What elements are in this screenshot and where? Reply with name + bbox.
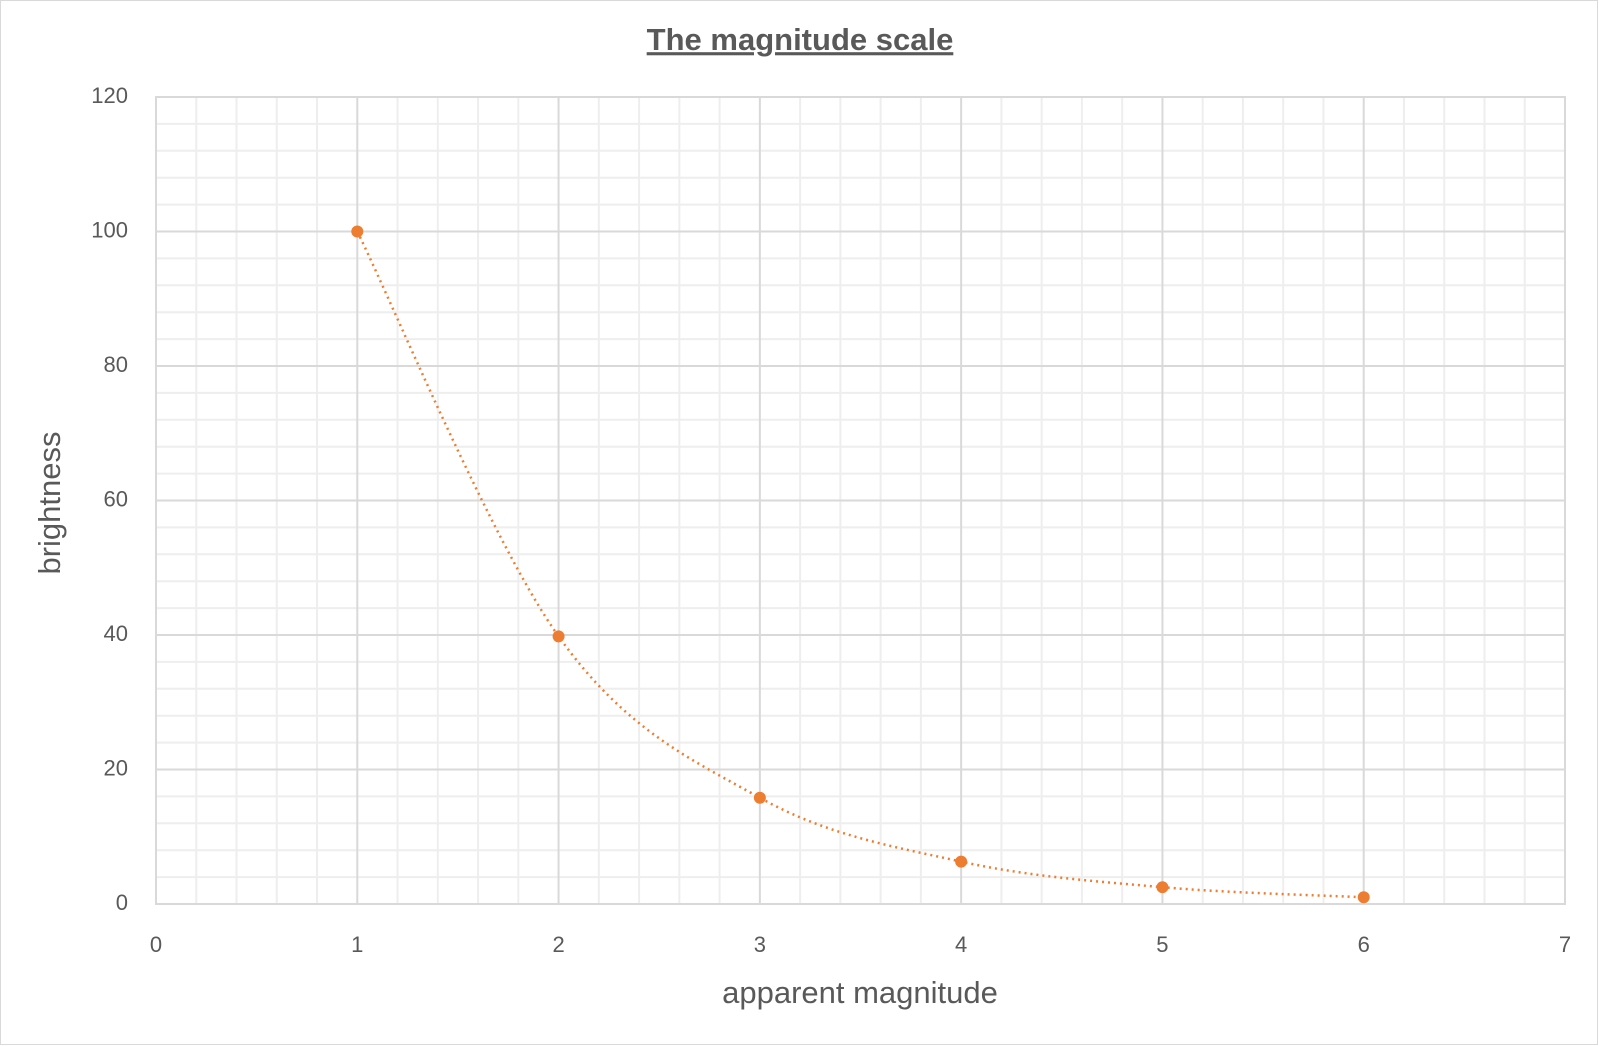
data-point [753, 791, 766, 804]
chart-title: The magnitude scale [647, 22, 954, 57]
y-tick-label: 120 [91, 83, 128, 108]
x-axis-title: apparent magnitude [722, 975, 998, 1010]
data-point [955, 855, 968, 868]
x-tick-label: 1 [351, 932, 363, 957]
x-tick-label: 7 [1559, 932, 1571, 957]
y-tick-label: 0 [116, 890, 128, 915]
x-tick-label: 4 [955, 932, 967, 957]
x-tick-label: 2 [552, 932, 564, 957]
y-tick-label: 60 [104, 486, 128, 511]
series-line [356, 230, 1364, 899]
y-tick-label: 20 [104, 755, 128, 780]
data-point [552, 630, 565, 643]
x-tick-label: 3 [754, 932, 766, 957]
data-point [1357, 891, 1370, 904]
data-point [351, 225, 364, 238]
y-tick-label: 100 [91, 217, 128, 242]
x-tick-label: 6 [1358, 932, 1370, 957]
x-tick-label: 0 [150, 932, 162, 957]
y-tick-label: 40 [104, 621, 128, 646]
data-point [1156, 881, 1169, 894]
y-tick-label: 80 [104, 352, 128, 377]
plot-border [155, 96, 1566, 905]
plot [351, 225, 1370, 904]
grid [155, 96, 1566, 905]
y-axis-title: brightness [32, 431, 67, 574]
x-tick-label: 5 [1156, 932, 1168, 957]
